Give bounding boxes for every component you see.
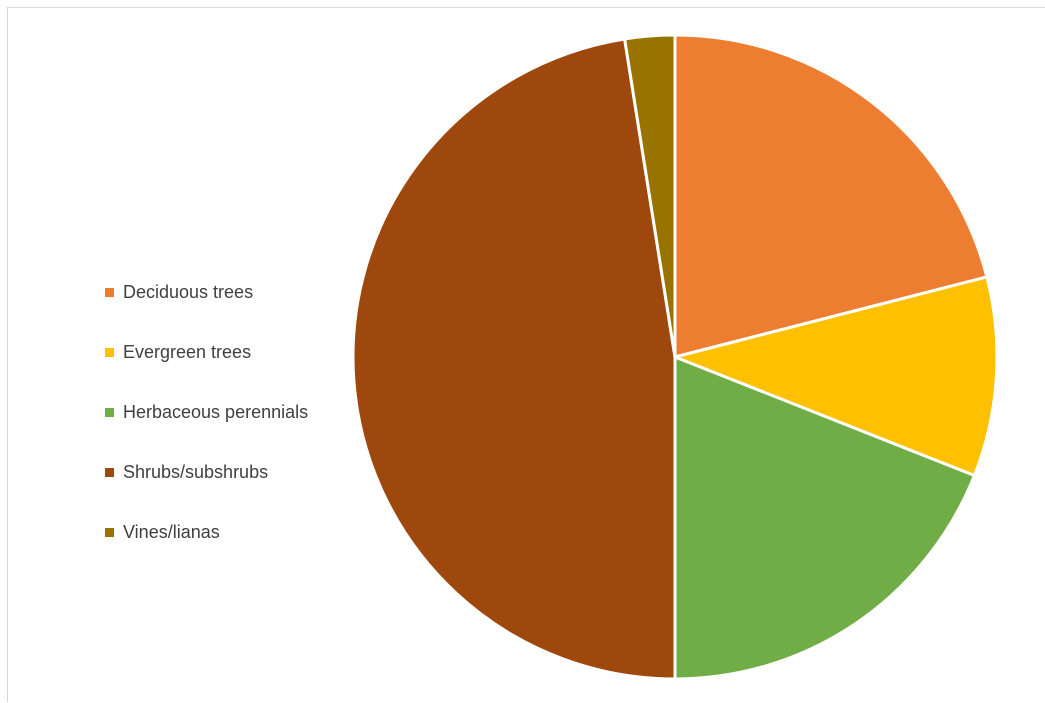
legend-swatch	[105, 467, 114, 477]
legend-item-vines-lianas: Vines/lianas	[105, 520, 308, 544]
legend-swatch	[105, 407, 114, 417]
legend-label: Evergreen trees	[123, 341, 252, 362]
legend-label: Deciduous trees	[123, 281, 254, 302]
pie-slice-evergreen-trees	[673, 275, 999, 478]
pie-slice-shrubs-subshrubs	[351, 37, 677, 681]
legend-item-shrubs-subshrubs: Shrubs/subshrubs	[105, 460, 308, 484]
legend-item-deciduous-trees: Deciduous trees	[105, 280, 308, 304]
legend-label: Vines/lianas	[123, 521, 220, 542]
legend: Deciduous trees Evergreen trees Herbaceous…	[105, 280, 308, 580]
legend-item-herbaceous-perennials: Herbaceous perennials	[105, 400, 308, 424]
pie-chart	[351, 33, 999, 681]
pie-slice-vines-lianas	[623, 33, 677, 359]
pie-slice-herbaceous-perennials	[673, 355, 976, 681]
legend-label: Herbaceous perennials	[123, 401, 309, 422]
legend-swatch	[105, 347, 114, 357]
legend-item-evergreen-trees: Evergreen trees	[105, 340, 308, 364]
pie-slice-deciduous-trees	[673, 33, 989, 359]
legend-label: Shrubs/subshrubs	[123, 461, 269, 482]
legend-swatch	[105, 527, 114, 537]
chart-area: Deciduous trees Evergreen trees Herbaceous…	[7, 7, 1045, 702]
legend-swatch	[105, 287, 114, 297]
